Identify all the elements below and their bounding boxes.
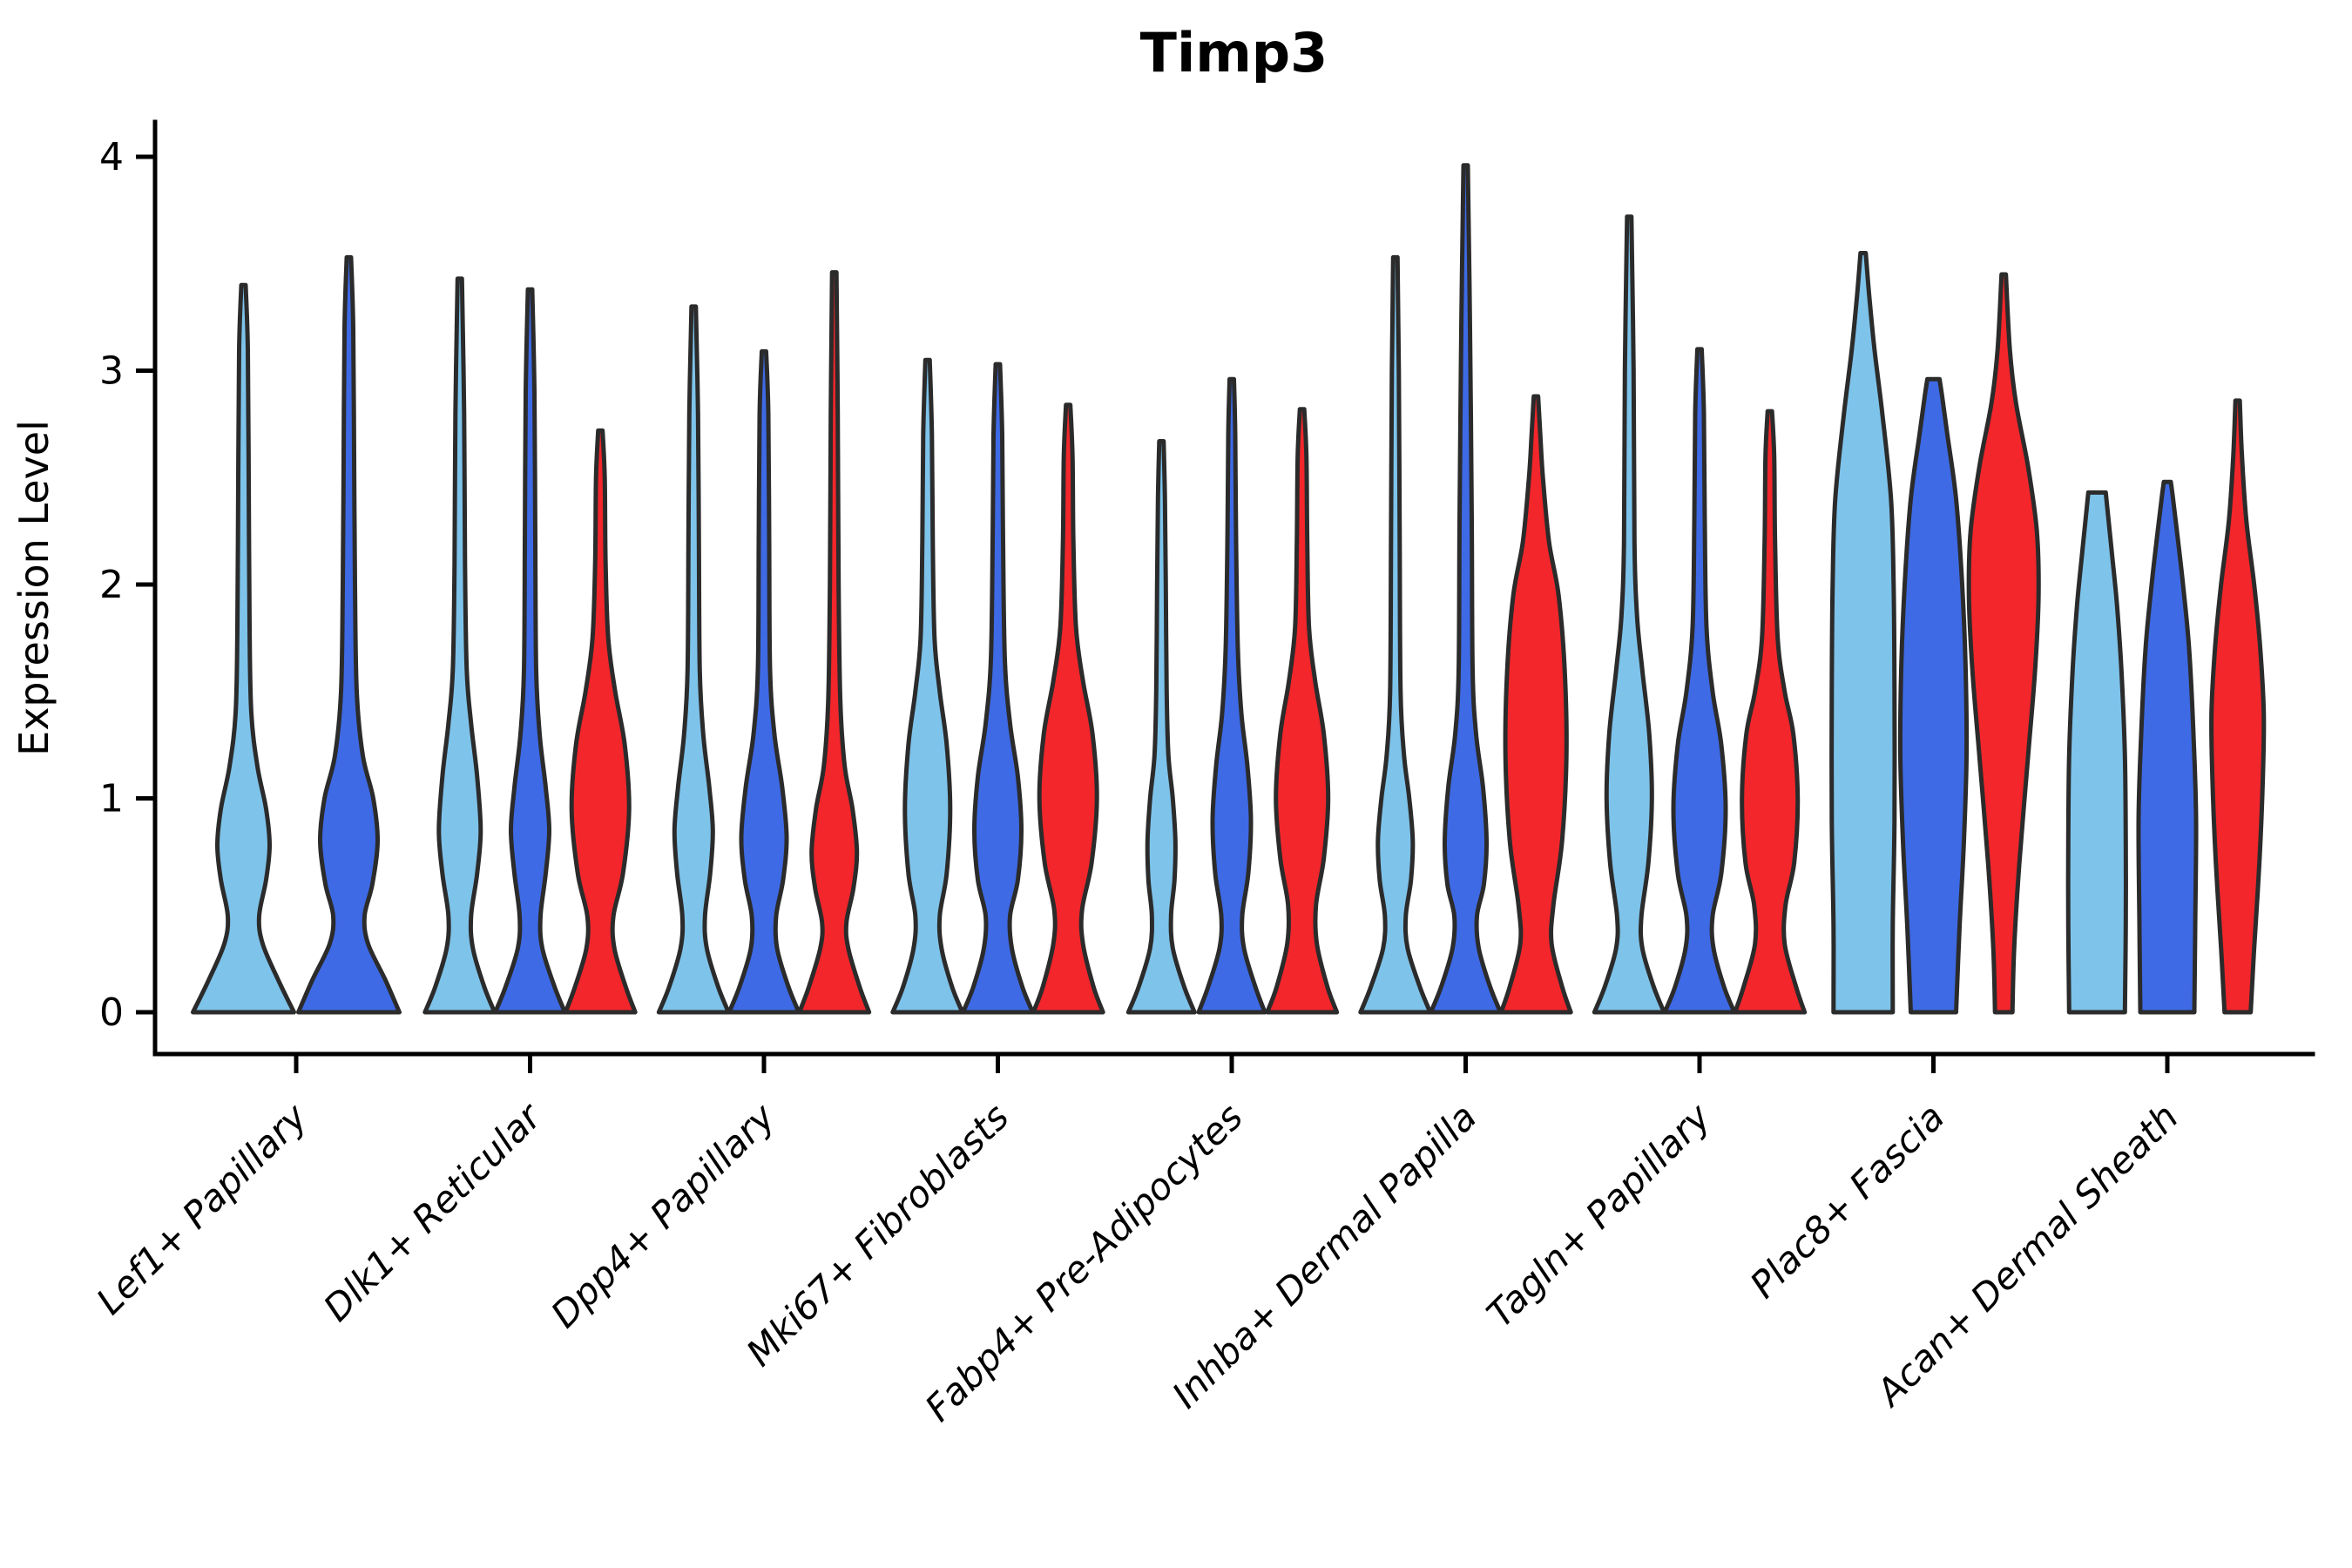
violin-dpp4-papillary-red: [797, 270, 872, 1015]
x-tick-label: Tagln+ Papillary: [1478, 1095, 1720, 1336]
y-axis-label: Expression Level: [10, 420, 57, 756]
violin-group: [191, 163, 2267, 1015]
violin-dlk1-reticular-dark-blue: [493, 287, 567, 1015]
y-axis-ticks: 0 1 2 3 4: [99, 135, 155, 1035]
y-tick-label: 2: [99, 563, 124, 607]
violin-mki67-fibroblasts-dark-blue: [961, 362, 1035, 1015]
chart-title: Timp3: [1140, 21, 1328, 84]
violin-inhba-dermal-papilla-red: [1498, 394, 1573, 1015]
y-tick-label: 1: [99, 777, 124, 821]
violin-dlk1-reticular-red: [563, 428, 638, 1015]
x-tick-label: Mki67+ Fibroblasts: [738, 1095, 1017, 1374]
violin-plac8-fascia-red: [1966, 272, 2041, 1015]
y-tick-label: 0: [99, 990, 124, 1035]
violin-mki67-fibroblasts-light-blue: [890, 357, 965, 1015]
violin-acan-dermal-sheath-light-blue: [2065, 490, 2128, 1015]
violin-fabp4-pre-adipocytes-dark-blue: [1196, 376, 1267, 1015]
violin-inhba-dermal-papilla-light-blue: [1358, 254, 1433, 1015]
violin-acan-dermal-sheath-red: [2209, 398, 2267, 1015]
violin-fabp4-pre-adipocytes-red: [1265, 407, 1340, 1015]
violin-tagln-papillary-light-blue: [1592, 214, 1666, 1015]
violin-plac8-fascia-light-blue: [1829, 251, 1897, 1015]
violin-dpp4-papillary-light-blue: [656, 304, 731, 1015]
violin-lef1-papillary-light-blue: [191, 282, 296, 1015]
violin-lef1-papillary-dark-blue: [296, 254, 402, 1015]
violin-plac8-fascia-dark-blue: [1897, 376, 1970, 1015]
violin-inhba-dermal-papilla-dark-blue: [1429, 163, 1503, 1015]
violin-dlk1-reticular-light-blue: [422, 276, 497, 1015]
x-tick-label: Dpp4+ Papillary: [543, 1095, 784, 1336]
x-tick-label: Lef1+ Papillary: [88, 1095, 316, 1323]
violin-tagln-papillary-red: [1733, 409, 1808, 1015]
violin-tagln-papillary-dark-blue: [1662, 347, 1737, 1015]
violin-fabp4-pre-adipocytes-light-blue: [1125, 439, 1197, 1015]
y-tick-label: 3: [99, 349, 124, 394]
y-tick-label: 4: [99, 135, 124, 179]
violin-acan-dermal-sheath-dark-blue: [2136, 479, 2199, 1015]
violin-dpp4-papillary-dark-blue: [727, 348, 801, 1015]
x-tick-label: Dlk1+ Reticular: [315, 1093, 551, 1329]
x-tick-label: Plac8+ Fascia: [1741, 1095, 1952, 1306]
violin-mki67-fibroblasts-red: [1031, 402, 1105, 1015]
